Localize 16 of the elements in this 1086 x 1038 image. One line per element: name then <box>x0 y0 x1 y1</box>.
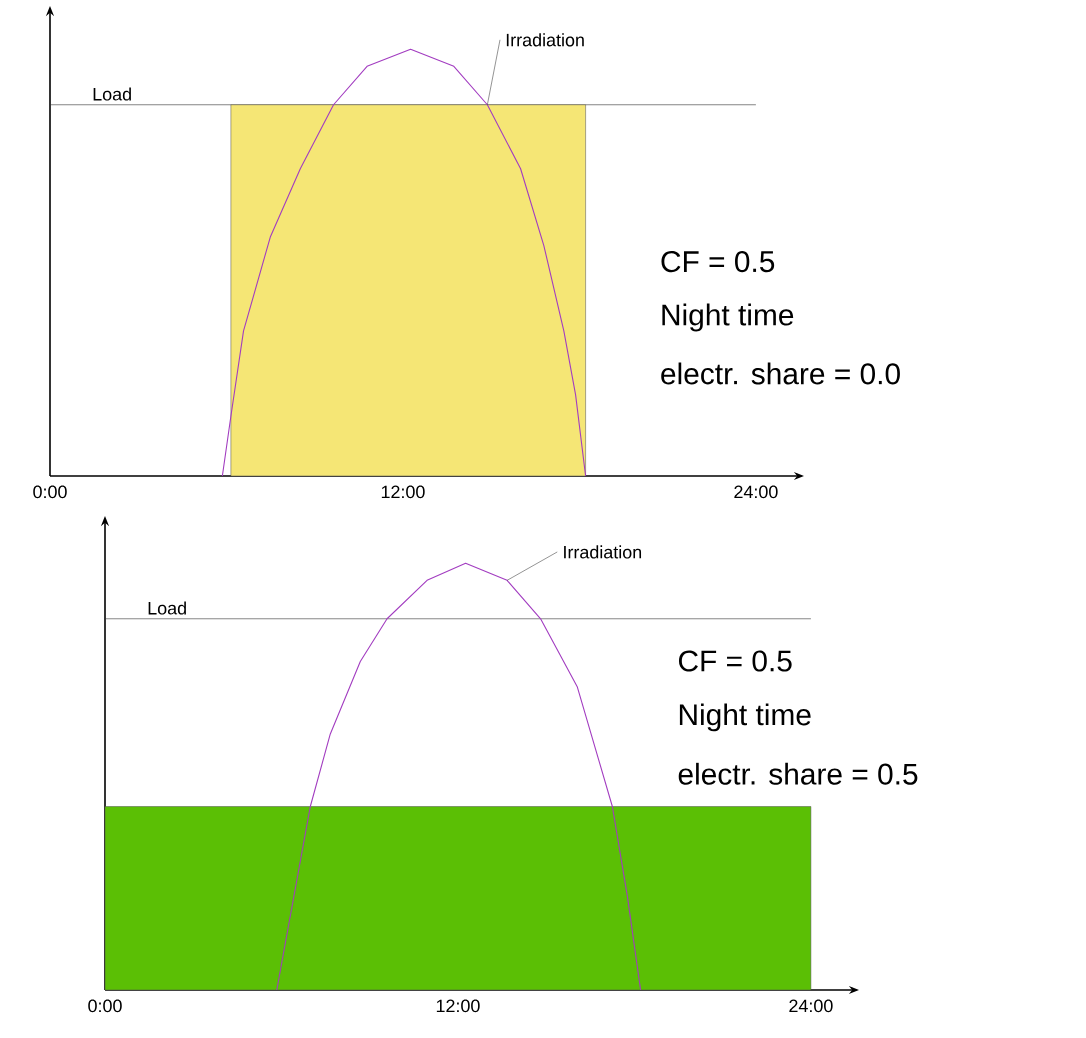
x-tick-label: 24:00 <box>789 999 833 1013</box>
ref-line-label: Load <box>148 601 186 615</box>
annotation: electr. share = 0.5 <box>678 762 918 785</box>
annotation: CF = 0.5 <box>661 251 775 273</box>
x-tick-label: 12:00 <box>381 485 425 499</box>
x-tick-label: 24:00 <box>734 485 778 499</box>
text: Irradiation <box>506 33 584 47</box>
text: Irradiation <box>564 545 642 559</box>
annotation: Night time <box>679 703 811 732</box>
annotation: CF = 0.5 <box>678 650 792 672</box>
ref-line-label: Load <box>93 87 131 101</box>
annotation: electr. share = 0.0 <box>661 362 900 385</box>
x-tick-label: 12:00 <box>436 999 480 1013</box>
annotation: Night time <box>662 303 794 332</box>
x-tick-label: 0:00 <box>33 485 67 499</box>
x-tick-label: 0:00 <box>88 999 122 1013</box>
